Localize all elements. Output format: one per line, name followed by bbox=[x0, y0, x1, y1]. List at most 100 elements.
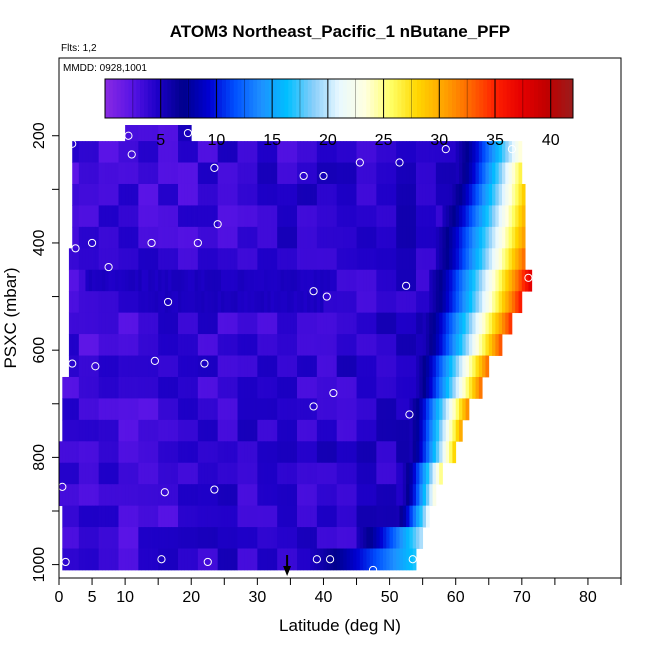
heatmap-cell bbox=[247, 226, 252, 249]
heatmap-cell bbox=[125, 205, 129, 228]
heatmap-cell bbox=[482, 141, 486, 163]
heatmap-cell bbox=[151, 226, 156, 249]
heatmap-cell bbox=[250, 162, 255, 185]
heatmap-cell bbox=[353, 141, 357, 163]
heatmap-cell bbox=[247, 527, 252, 549]
heatmap-cell bbox=[273, 548, 278, 571]
heatmap-cell bbox=[382, 183, 387, 206]
heatmap-cell bbox=[220, 141, 225, 163]
heatmap-cell bbox=[158, 125, 162, 147]
heatmap-cell bbox=[138, 548, 143, 571]
heatmap-cell bbox=[125, 291, 129, 314]
heatmap-cell bbox=[105, 334, 109, 356]
heatmap-cell bbox=[353, 355, 357, 378]
heatmap-cell bbox=[174, 226, 179, 249]
heatmap-cell bbox=[290, 269, 295, 292]
heatmap-cell bbox=[250, 248, 255, 271]
heatmap-cell bbox=[468, 269, 473, 292]
heatmap-cell bbox=[293, 355, 298, 378]
heatmap-cell bbox=[254, 398, 258, 421]
heatmap-cell bbox=[128, 248, 133, 271]
heatmap-cell bbox=[131, 205, 136, 228]
heatmap-cell bbox=[250, 183, 255, 206]
heatmap-cell bbox=[250, 355, 255, 378]
heatmap-cell bbox=[323, 527, 328, 549]
heatmap-cell bbox=[389, 548, 394, 571]
heatmap-cell bbox=[174, 248, 179, 271]
heatmap-cell bbox=[144, 141, 149, 163]
heatmap-cell bbox=[432, 141, 437, 163]
heatmap-cell bbox=[485, 162, 490, 185]
heatmap-cell bbox=[164, 398, 169, 421]
heatmap-cell bbox=[277, 291, 281, 314]
heatmap-cell bbox=[333, 527, 338, 549]
heatmap-cell bbox=[257, 334, 262, 356]
heatmap-cell bbox=[220, 183, 225, 206]
heatmap-cell bbox=[396, 269, 400, 292]
heatmap-cell bbox=[333, 505, 338, 528]
colorbar-segment bbox=[506, 79, 512, 118]
heatmap-cell bbox=[293, 291, 298, 314]
heatmap-cell bbox=[267, 441, 271, 464]
heatmap-cell bbox=[402, 462, 407, 485]
heatmap-cell bbox=[333, 398, 338, 421]
sample-point bbox=[309, 287, 318, 296]
heatmap-cell bbox=[277, 248, 281, 271]
heatmap-cell bbox=[234, 312, 238, 335]
heatmap-cell bbox=[260, 505, 265, 528]
heatmap-cell bbox=[108, 462, 113, 485]
heatmap-cell bbox=[392, 398, 397, 421]
heatmap-cell bbox=[72, 548, 76, 571]
heatmap-cell bbox=[101, 291, 106, 314]
heatmap-cell bbox=[230, 419, 235, 442]
heatmap-cell bbox=[95, 269, 100, 292]
heatmap-cell bbox=[88, 248, 93, 271]
heatmap-cell bbox=[98, 355, 103, 378]
heatmap-cell bbox=[98, 183, 103, 206]
heatmap-cell bbox=[505, 183, 509, 206]
heatmap-cell bbox=[68, 527, 73, 549]
heatmap-cell bbox=[425, 162, 430, 185]
heatmap-cell bbox=[273, 398, 278, 421]
heatmap-cell bbox=[227, 505, 232, 528]
heatmap-cell bbox=[263, 548, 268, 571]
heatmap-cell bbox=[439, 334, 443, 356]
heatmap-cell bbox=[128, 334, 133, 356]
heatmap-cell bbox=[237, 527, 242, 549]
heatmap-cell bbox=[217, 376, 222, 399]
heatmap-cell bbox=[151, 398, 156, 421]
heatmap-cell bbox=[359, 248, 364, 271]
heatmap-cell bbox=[468, 205, 473, 228]
heatmap-cell bbox=[211, 355, 215, 378]
heatmap-cell bbox=[174, 462, 179, 485]
heatmap-cell bbox=[369, 334, 374, 356]
heatmap-cell bbox=[194, 527, 199, 549]
heatmap-cell bbox=[280, 505, 285, 528]
heatmap-cell bbox=[105, 376, 109, 399]
sample-point bbox=[405, 410, 414, 419]
colorbar-segment bbox=[105, 79, 110, 118]
heatmap-cell bbox=[303, 226, 308, 249]
heatmap-cell bbox=[363, 419, 367, 442]
heatmap-cell bbox=[158, 162, 162, 185]
heatmap-cell bbox=[283, 334, 288, 356]
heatmap-cell bbox=[65, 527, 70, 549]
heatmap-cell bbox=[191, 205, 195, 228]
heatmap-cell bbox=[72, 205, 76, 228]
heatmap-cell bbox=[187, 141, 192, 163]
colorbar-segment bbox=[245, 79, 250, 118]
heatmap-cell bbox=[121, 312, 126, 335]
heatmap-cell bbox=[459, 162, 463, 185]
heatmap-cell bbox=[422, 505, 427, 528]
heatmap-cell bbox=[115, 527, 119, 549]
heatmap-cell bbox=[207, 398, 212, 421]
heatmap-cell bbox=[485, 291, 490, 314]
colorbar-segment bbox=[335, 79, 340, 118]
heatmap-cell bbox=[194, 441, 199, 464]
heatmap-cell bbox=[78, 355, 83, 378]
heatmap-cell bbox=[310, 291, 314, 314]
heatmap-cell bbox=[121, 462, 126, 485]
heatmap-cell bbox=[320, 462, 324, 485]
heatmap-cell bbox=[174, 527, 179, 549]
heatmap-cell bbox=[346, 355, 351, 378]
